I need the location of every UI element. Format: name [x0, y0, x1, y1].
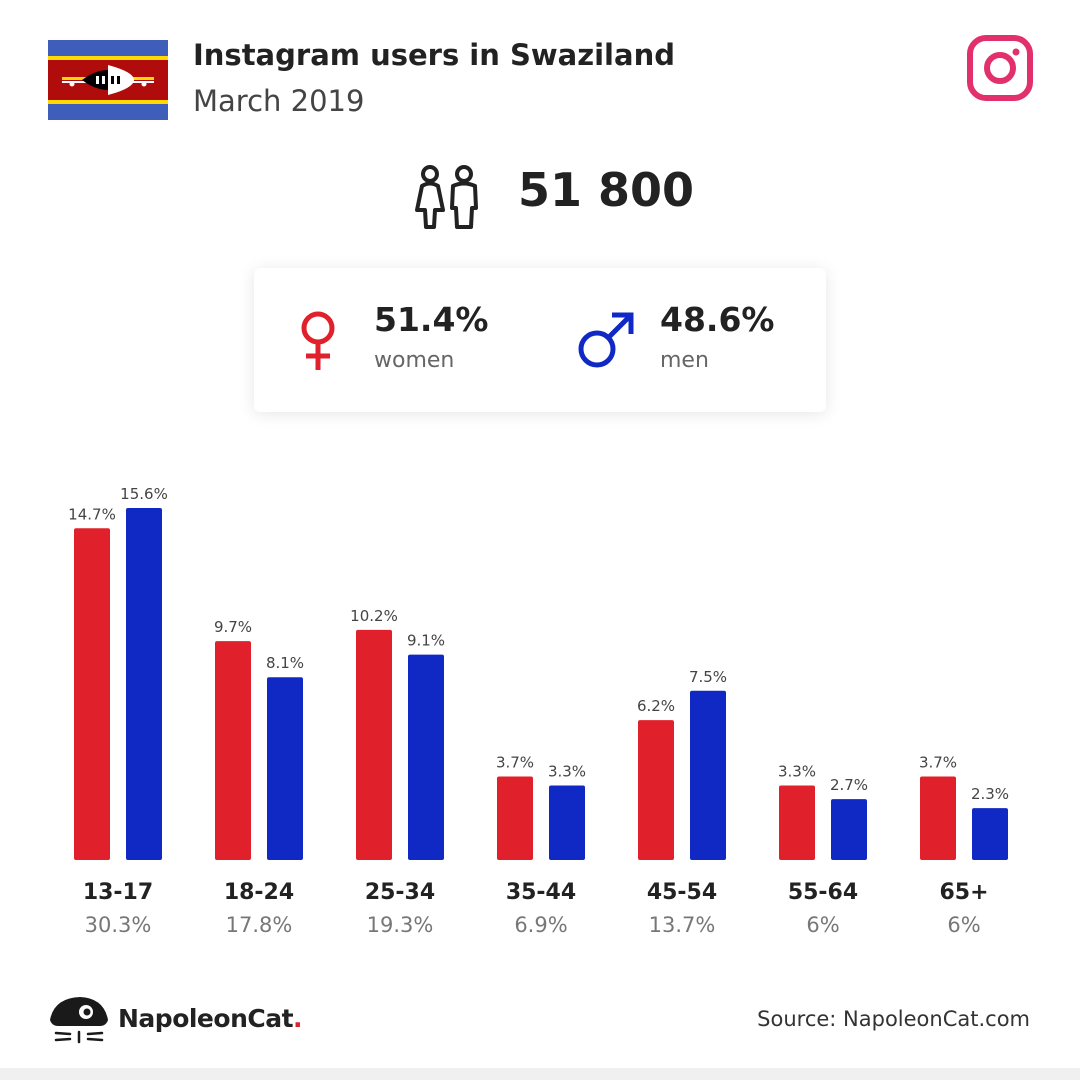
bar-men-25-34	[408, 654, 444, 860]
bar-value-label-men-18-24: 8.1%	[266, 654, 304, 672]
bar-men-18-24	[267, 677, 303, 860]
bar-value-label-women-18-24: 9.7%	[214, 618, 252, 636]
bar-women-45-54	[638, 720, 674, 860]
age-group-label-35-44: 35-44	[506, 880, 576, 905]
age-group-label-55-64: 55-64	[788, 880, 858, 905]
bar-value-label-women-35-44: 3.7%	[496, 754, 534, 772]
bar-women-65+	[920, 776, 956, 860]
bar-men-45-54	[690, 690, 726, 860]
footer-band	[0, 1068, 1080, 1080]
men-percentage: 48.6%	[660, 300, 775, 339]
bar-value-label-women-55-64: 3.3%	[778, 763, 816, 781]
bar-value-label-women-65+: 3.7%	[919, 754, 957, 772]
source-credit: Source: NapoleonCat.com	[757, 1007, 1030, 1031]
age-group-total-35-44: 6.9%	[514, 913, 567, 937]
brand-dot: .	[293, 1004, 303, 1033]
age-group-label-45-54: 45-54	[647, 880, 717, 905]
age-group-total-18-24: 17.8%	[226, 913, 293, 937]
bar-men-35-44	[549, 785, 585, 860]
swaziland-flag-icon	[48, 40, 168, 120]
total-users-value: 51 800	[518, 163, 695, 217]
bar-value-label-men-25-34: 9.1%	[407, 632, 445, 650]
bar-value-label-men-65+: 2.3%	[971, 785, 1009, 803]
male-symbol-icon	[578, 312, 634, 368]
age-group-total-55-64: 6%	[806, 913, 839, 937]
women-label: women	[374, 348, 455, 373]
age-group-label-13-17: 13-17	[83, 880, 153, 905]
age-group-label-25-34: 25-34	[365, 880, 435, 905]
page-title: Instagram users in Swaziland	[193, 38, 675, 72]
bar-men-65+	[972, 808, 1008, 860]
age-group-label-18-24: 18-24	[224, 880, 294, 905]
bar-women-25-34	[356, 629, 392, 860]
bar-value-label-men-13-17: 15.6%	[120, 485, 168, 503]
age-group-total-65+: 6%	[947, 913, 980, 937]
bar-women-13-17	[74, 528, 110, 860]
age-group-total-25-34: 19.3%	[367, 913, 434, 937]
brand-name: NapoleonCat.	[118, 1004, 303, 1033]
bar-value-label-men-35-44: 3.3%	[548, 763, 586, 781]
bar-men-55-64	[831, 799, 867, 860]
bar-value-label-men-45-54: 7.5%	[689, 668, 727, 686]
age-group-total-13-17: 30.3%	[85, 913, 152, 937]
napoleoncat-logo-icon	[50, 997, 108, 1044]
age-distribution-chart: 14.7% 15.6% 13-17 30.3% 9.7% 8.1% 18-24 17.8% 10…	[0, 440, 1080, 950]
gender-split-card: 51.4% women 48.6% men	[254, 268, 826, 412]
age-group-total-45-54: 13.7%	[649, 913, 716, 937]
age-group-label-65+: 65+	[939, 880, 988, 905]
bar-value-label-men-55-64: 2.7%	[830, 776, 868, 794]
page-subtitle: March 2019	[193, 84, 365, 118]
bar-value-label-women-45-54: 6.2%	[637, 697, 675, 715]
bar-women-18-24	[215, 641, 251, 860]
brand-name-text: NapoleonCat	[118, 1004, 294, 1033]
bar-women-55-64	[779, 785, 815, 860]
instagram-icon	[967, 35, 1033, 101]
women-percentage: 51.4%	[374, 300, 489, 339]
bar-value-label-women-25-34: 10.2%	[350, 607, 398, 625]
bar-men-13-17	[126, 508, 162, 860]
bar-women-35-44	[497, 776, 533, 860]
men-label: men	[660, 348, 709, 373]
people-icon	[415, 165, 478, 229]
female-symbol-icon	[301, 311, 335, 370]
age-bar-chart: 14.7%15.6% 13-17 30.3% 9.7% 8.1% 18-24 17.8% 10…	[68, 485, 1009, 937]
bar-value-label-women-13-17: 14.7%	[68, 505, 116, 523]
